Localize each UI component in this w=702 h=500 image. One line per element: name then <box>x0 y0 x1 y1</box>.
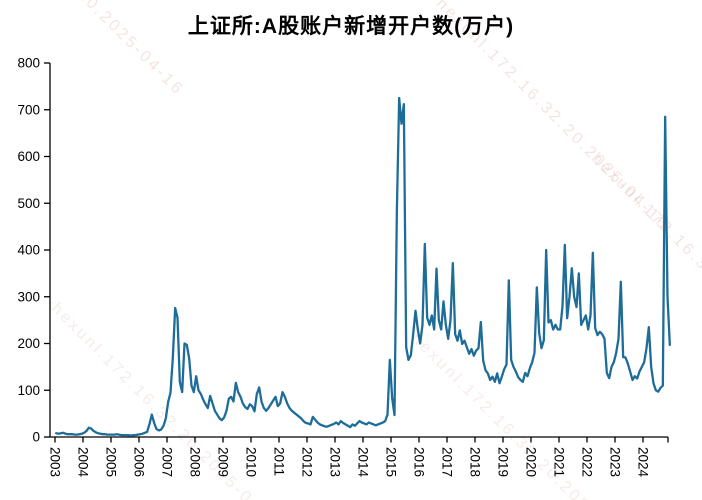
x-tick-label: 2003 <box>48 447 63 477</box>
x-tick-label: 2020 <box>524 447 539 477</box>
data-series-line <box>55 96 671 437</box>
y-tick-label: 300 <box>17 289 40 304</box>
y-tick-label: 100 <box>17 383 40 398</box>
x-tick-label: 2014 <box>356 447 371 478</box>
x-tick-label: 2024 <box>636 447 651 478</box>
x-tick-label: 2004 <box>76 447 91 478</box>
x-tick-label: 2023 <box>608 447 623 477</box>
y-tick-label: 800 <box>17 56 40 71</box>
x-tick-label: 2005 <box>104 447 119 477</box>
x-tick-label: 2017 <box>440 447 455 477</box>
x-tick-label: 2022 <box>580 447 595 477</box>
x-tick-label: 2009 <box>216 447 231 477</box>
x-tick-label: 2021 <box>552 447 567 477</box>
chart-title: 上证所:A股账户新增开户数(万户) <box>187 15 515 38</box>
x-tick-label: 2012 <box>300 447 315 477</box>
x-tick-label: 2016 <box>412 447 427 477</box>
x-tick-label: 2010 <box>244 447 259 477</box>
x-tick-label: 2008 <box>188 447 203 477</box>
x-tick-label: 2007 <box>160 447 175 477</box>
x-tick-label: 2013 <box>328 447 343 477</box>
x-tick-label: 2018 <box>468 447 483 477</box>
y-tick-label: 400 <box>17 243 40 258</box>
y-tick-label: 0 <box>32 430 40 445</box>
x-tick-label: 2015 <box>384 447 399 477</box>
y-tick-label: 500 <box>17 196 40 211</box>
x-tick-label: 2006 <box>132 447 147 477</box>
x-tick-label: 2019 <box>496 447 511 477</box>
y-tick-label: 600 <box>17 149 40 164</box>
y-tick-label: 200 <box>17 336 40 351</box>
y-tick-label: 700 <box>17 102 40 117</box>
axis-lines <box>49 63 668 438</box>
x-tick-label: 2011 <box>272 447 287 476</box>
